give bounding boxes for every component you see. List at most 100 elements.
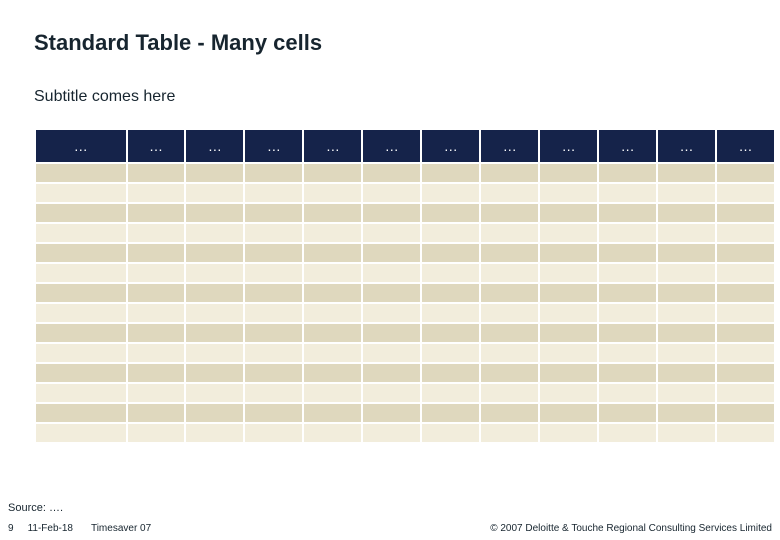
table-cell xyxy=(422,324,479,342)
table-cell xyxy=(717,244,774,262)
table-cell xyxy=(128,244,185,262)
table-cell xyxy=(540,404,597,422)
table-cell xyxy=(128,424,185,442)
table-cell xyxy=(186,164,243,182)
table-cell xyxy=(36,164,126,182)
table-cell xyxy=(717,404,774,422)
table-cell xyxy=(540,184,597,202)
table-cell xyxy=(128,324,185,342)
table-cell xyxy=(599,284,656,302)
table-cell xyxy=(481,364,538,382)
table-cell xyxy=(245,324,302,342)
table-cell xyxy=(599,224,656,242)
table-row xyxy=(36,324,774,342)
table-cell xyxy=(481,184,538,202)
table-cell xyxy=(540,344,597,362)
table-cell xyxy=(658,364,715,382)
table-cell xyxy=(128,404,185,422)
table-cell xyxy=(36,284,126,302)
table-cell xyxy=(186,184,243,202)
table-header-row: ……………………………… xyxy=(36,130,774,162)
table-cell xyxy=(658,224,715,242)
table-cell xyxy=(245,264,302,282)
table-cell xyxy=(36,304,126,322)
table-row xyxy=(36,224,774,242)
table-row xyxy=(36,284,774,302)
table-cell xyxy=(717,184,774,202)
table-cell xyxy=(422,224,479,242)
table-cell xyxy=(481,204,538,222)
table-cell xyxy=(186,364,243,382)
table-cell xyxy=(599,384,656,402)
table-cell xyxy=(245,424,302,442)
table-cell xyxy=(304,284,361,302)
table-cell xyxy=(717,364,774,382)
slide-title: Standard Table - Many cells xyxy=(34,30,322,56)
table-cell xyxy=(599,344,656,362)
table-cell xyxy=(36,424,126,442)
table-cell xyxy=(363,224,420,242)
table-header-cell: … xyxy=(245,130,302,162)
table-cell xyxy=(540,264,597,282)
table-header-cell: … xyxy=(363,130,420,162)
table-cell xyxy=(186,404,243,422)
table-cell xyxy=(304,244,361,262)
table-cell xyxy=(304,324,361,342)
table-cell xyxy=(186,324,243,342)
table-cell xyxy=(599,404,656,422)
table-cell xyxy=(304,184,361,202)
table-cell xyxy=(245,204,302,222)
table-cell xyxy=(363,264,420,282)
table-cell xyxy=(363,324,420,342)
table-cell xyxy=(363,244,420,262)
table-cell xyxy=(304,204,361,222)
table-cell xyxy=(481,304,538,322)
table-cell xyxy=(481,324,538,342)
table-row xyxy=(36,204,774,222)
table-cell xyxy=(717,344,774,362)
table-header-cell: … xyxy=(599,130,656,162)
table-cell xyxy=(245,184,302,202)
table-cell xyxy=(481,404,538,422)
table-cell xyxy=(599,244,656,262)
table-cell xyxy=(363,164,420,182)
table-cell xyxy=(304,304,361,322)
table-header-cell: … xyxy=(658,130,715,162)
table-cell xyxy=(36,344,126,362)
table-cell xyxy=(304,364,361,382)
table-cell xyxy=(363,304,420,322)
table-cell xyxy=(717,204,774,222)
table-cell xyxy=(128,204,185,222)
table-cell xyxy=(245,364,302,382)
table-cell xyxy=(599,304,656,322)
source-label: Source: xyxy=(8,502,46,514)
table-cell xyxy=(540,384,597,402)
source-value: …. xyxy=(49,502,63,514)
table-cell xyxy=(422,264,479,282)
table-cell xyxy=(36,264,126,282)
table-row xyxy=(36,404,774,422)
table-cell xyxy=(481,344,538,362)
table-cell xyxy=(481,244,538,262)
table-cell xyxy=(540,224,597,242)
table-cell xyxy=(245,344,302,362)
table-cell xyxy=(658,204,715,222)
table-header-cell: … xyxy=(540,130,597,162)
table-row xyxy=(36,424,774,442)
table-cell xyxy=(128,184,185,202)
table-row xyxy=(36,344,774,362)
table-cell xyxy=(36,184,126,202)
table-row xyxy=(36,184,774,202)
table-row xyxy=(36,364,774,382)
table-cell xyxy=(717,384,774,402)
table-cell xyxy=(186,424,243,442)
table-cell xyxy=(717,304,774,322)
table-cell xyxy=(422,284,479,302)
table-cell xyxy=(304,164,361,182)
table-cell xyxy=(658,304,715,322)
table-cell xyxy=(422,364,479,382)
table-cell xyxy=(540,204,597,222)
table-cell xyxy=(658,404,715,422)
table-cell xyxy=(481,224,538,242)
table-cell xyxy=(304,424,361,442)
